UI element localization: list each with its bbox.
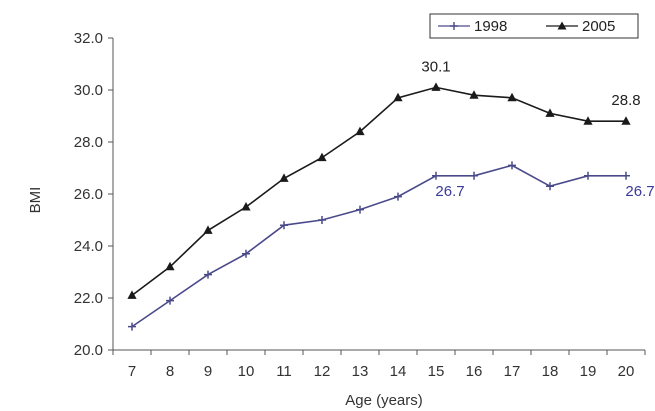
series-2005-point [583,116,593,125]
data-label: 26.7 [435,183,464,200]
data-annotations: 30.1 28.8 26.7 26.7 [421,58,654,199]
series-1998-point [508,161,516,170]
series-lines [127,82,631,331]
series-1998-point [546,182,554,191]
legend-marker-1998 [450,22,458,30]
x-tick-label: 12 [314,363,331,380]
series-2005-point [127,290,137,299]
series-1998-point [242,249,250,258]
legend-label-2005: 2005 [582,18,615,35]
x-tick-label: 10 [238,363,255,380]
series-2005-point [203,225,213,234]
legend-box [429,13,639,39]
x-tick-label: 13 [352,363,369,380]
series-2005-line [131,86,626,297]
y-tick-label: 26.0 [74,186,103,203]
series-1998-point [584,171,592,180]
series-2005-point [431,82,441,91]
legend: 1998 2005 [429,13,639,39]
x-tick-label: 20 [618,363,635,380]
x-tick-label: 17 [504,363,521,380]
series-2005-point [393,92,403,102]
series-1998-point [470,171,478,180]
x-tick-label: 14 [390,363,407,380]
series-1998-point [204,270,212,279]
x-tick-label: 19 [580,363,597,380]
x-tick-label: 7 [128,363,136,380]
x-tick-label: 18 [542,363,559,380]
series-2005-point [621,116,631,125]
legend-label-1998: 1998 [474,18,507,35]
data-label: 28.8 [611,92,640,109]
legend-marker-2005 [557,21,567,30]
series-1998-point [622,171,630,180]
series-1998-point [356,205,364,214]
y-tick-label: 28.0 [74,134,103,151]
series-1998-point [280,221,288,230]
series-2005-point [241,202,251,211]
series-1998-line [131,164,626,328]
series-2005-point [279,173,289,182]
series-1998-point [318,216,326,224]
series-2005-point [355,126,365,136]
x-tick-label: 8 [166,363,174,380]
series-1998-point [166,296,174,305]
series-2005-point [165,261,175,271]
series-2005-point [545,108,555,117]
series-1998-point [394,192,402,201]
y-axis-ticks: 20.0 22.0 24.0 26.0 28.0 30.0 32.0 [74,30,113,359]
x-axis-ticks: 7 8 9 10 11 12 13 14 15 16 17 18 19 20 [112,350,646,380]
x-tick-label: 9 [204,363,212,380]
data-label: 30.1 [421,58,450,75]
y-tick-label: 32.0 [74,30,103,47]
series-1998-point [432,171,440,180]
x-tick-label: 15 [428,363,445,380]
data-label: 26.7 [625,183,654,200]
y-tick-label: 22.0 [74,290,103,307]
y-tick-label: 30.0 [74,82,103,99]
axes [112,38,645,351]
x-axis-title: Age (years) [345,392,423,409]
series-2005-point [317,152,327,162]
y-axis-title: BMI [27,187,44,214]
x-tick-label: 11 [276,363,292,380]
y-tick-label: 20.0 [74,342,103,359]
y-tick-label: 24.0 [74,238,103,255]
x-tick-label: 16 [466,363,483,380]
series-1998-point [128,322,136,331]
series-2005-point [507,92,517,102]
series-2005-point [469,90,479,99]
